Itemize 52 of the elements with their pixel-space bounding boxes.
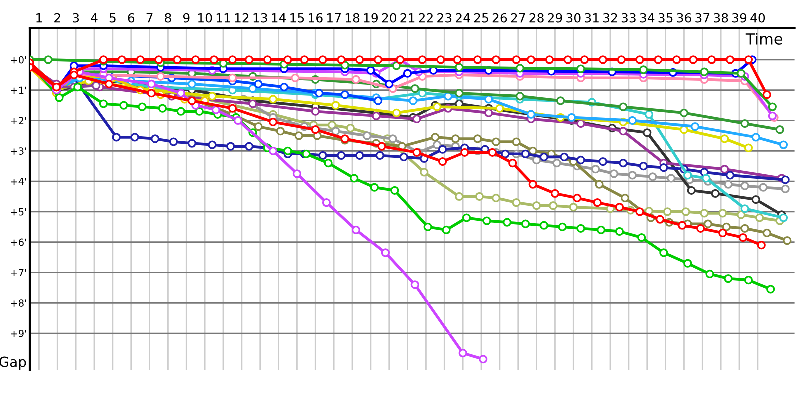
- x-tick-label: 37: [696, 13, 710, 23]
- x-tick-label: 27: [511, 13, 526, 23]
- x-tick-label: 8: [165, 13, 172, 23]
- x-tick-label: 18: [346, 13, 360, 23]
- x-tick-label: 6: [128, 13, 135, 23]
- y-tick-label: +7': [11, 269, 26, 276]
- x-tick-label: 22: [419, 13, 433, 23]
- x-tick-label: 24: [456, 13, 470, 23]
- y-tick-label: +6': [11, 238, 26, 246]
- y-tick-label: +1': [11, 86, 26, 94]
- x-tick-label: 5: [110, 14, 116, 23]
- x-tick-label: 21: [400, 13, 415, 23]
- x-tick-label: 31: [585, 13, 599, 23]
- x-tick-label: 4: [91, 14, 98, 23]
- x-tick-label: 34: [640, 13, 655, 23]
- x-tick-label: 33: [622, 13, 636, 23]
- x-tick-label: 12: [235, 13, 249, 23]
- x-tick-label: 11: [216, 14, 230, 23]
- x-tick-label: 17: [327, 14, 341, 23]
- y-tick-label: +8': [11, 300, 26, 307]
- x-tick-label: 20: [382, 13, 396, 23]
- y-tick-label: +0': [11, 56, 26, 64]
- y-tick-label: +5': [11, 208, 26, 216]
- x-tick-label: 38: [714, 13, 728, 23]
- y-axis-title: Gap: [0, 356, 26, 370]
- x-tick-label: 32: [604, 13, 618, 23]
- x-tick-label: 29: [548, 13, 562, 23]
- x-tick-label: 16: [309, 13, 323, 23]
- x-tick-label: 7: [146, 14, 153, 23]
- x-tick-label: 35: [658, 13, 673, 23]
- x-tick-label: 9: [183, 13, 190, 23]
- x-tick-label: 2: [54, 13, 60, 23]
- x-tick-label: 13: [254, 13, 268, 23]
- x-tick-label: 25: [474, 13, 488, 23]
- x-tick-label: 28: [530, 13, 544, 23]
- x-tick-label: 1: [36, 14, 42, 23]
- x-tick-label: 26: [492, 13, 508, 23]
- x-tick-label: 10: [198, 13, 212, 23]
- y-tick-label: +4': [11, 178, 26, 186]
- x-tick-label: 15: [290, 14, 304, 23]
- x-tick-label: 30: [566, 13, 581, 23]
- x-tick-label: 23: [438, 13, 452, 23]
- x-tick-label: 40: [750, 13, 766, 23]
- y-tick-label: +9': [11, 330, 26, 338]
- y-tick-label: +3': [11, 148, 26, 155]
- x-tick-label: 14: [272, 14, 286, 23]
- x-tick-label: 19: [364, 13, 378, 23]
- y-tick-label: +2': [11, 117, 26, 124]
- x-tick-label: 39: [732, 13, 747, 23]
- x-axis-title: Time: [746, 33, 783, 45]
- x-tick-label: 36: [677, 13, 692, 23]
- x-tick-label: 3: [73, 13, 80, 23]
